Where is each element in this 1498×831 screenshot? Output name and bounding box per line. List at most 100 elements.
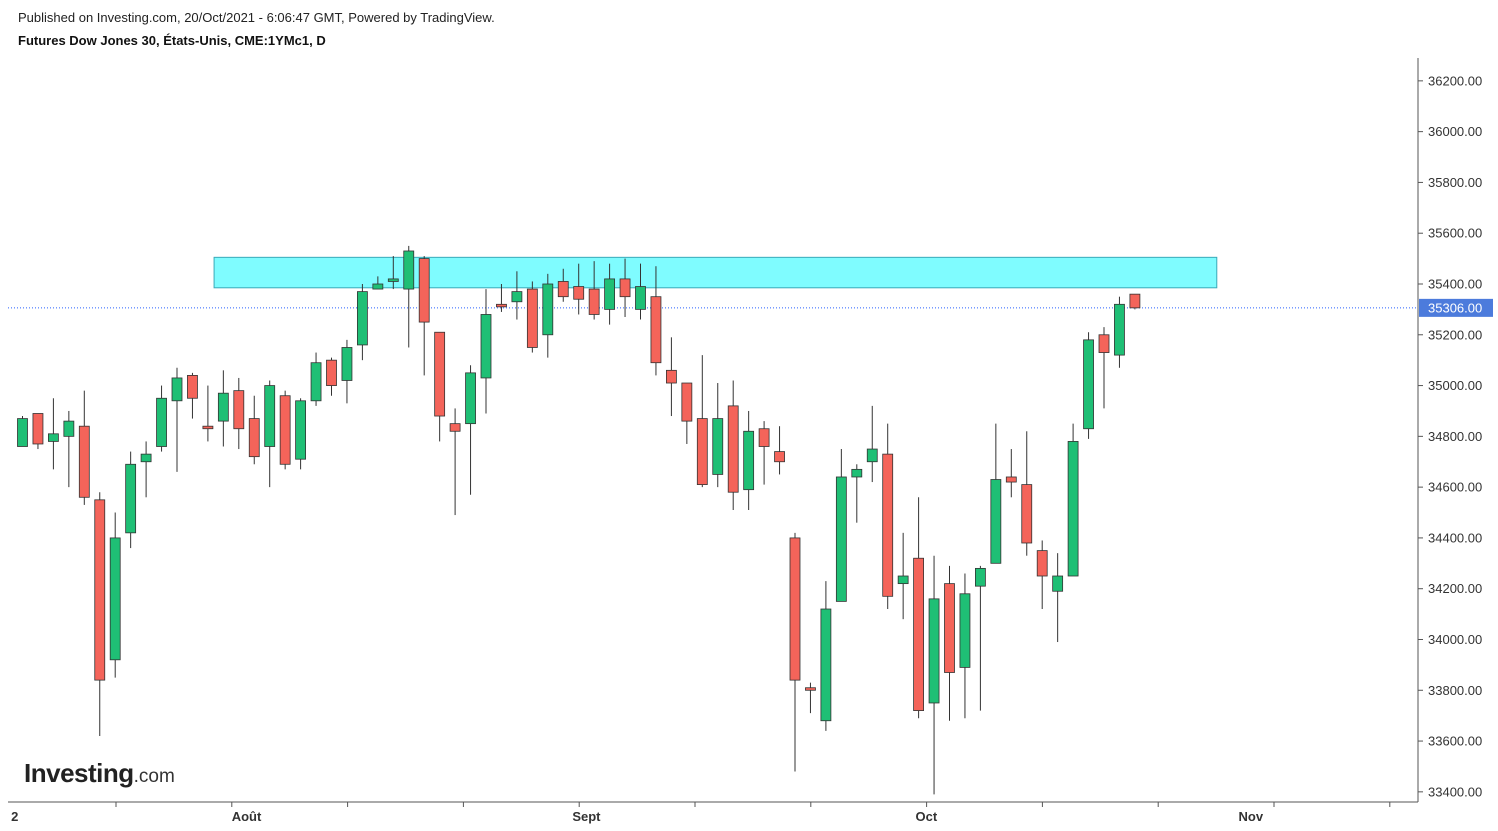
- candle-body-down: [187, 375, 198, 399]
- candle-body-down: [573, 286, 585, 300]
- candle: [573, 263, 585, 315]
- y-tick-label: 35400.00: [1428, 276, 1482, 291]
- candle-body-up: [465, 372, 476, 425]
- candle-body-down: [1129, 293, 1141, 309]
- candle-body-down: [78, 425, 90, 498]
- candle: [789, 532, 801, 772]
- current-price-label: 35306.00: [1428, 300, 1482, 315]
- current-price-tag: [1419, 298, 1493, 317]
- candle-body-up: [125, 463, 137, 534]
- candle-body-down: [1036, 550, 1048, 577]
- candle: [418, 256, 430, 376]
- x-tick-label: 2: [11, 809, 18, 824]
- candle-body-down: [1098, 334, 1110, 353]
- candle-body-down: [449, 423, 461, 432]
- candle: [1083, 332, 1094, 439]
- candle-body-up: [1052, 575, 1064, 592]
- candle-body-up: [310, 362, 322, 402]
- candle: [1052, 553, 1064, 643]
- candle: [171, 367, 183, 472]
- candle-body-down: [882, 453, 894, 597]
- candle: [774, 426, 785, 475]
- y-tick-label: 35800.00: [1428, 175, 1482, 190]
- x-tick-label: Oct: [915, 809, 937, 824]
- candle-body-down: [1021, 484, 1033, 544]
- candle-body-up: [356, 291, 368, 346]
- candle: [310, 352, 322, 406]
- candle-body-down: [913, 557, 924, 711]
- candle: [835, 449, 847, 602]
- candle-body-up: [866, 448, 878, 463]
- candle: [557, 268, 569, 302]
- candle-body-up: [109, 537, 121, 661]
- candle: [125, 451, 137, 549]
- candle-body-down: [696, 418, 708, 485]
- candle-body-down: [727, 405, 739, 493]
- candle: [187, 372, 198, 419]
- candle-body-down: [758, 428, 770, 447]
- candle-body-up: [835, 476, 847, 602]
- candle: [140, 441, 152, 498]
- candle-body-down: [94, 499, 106, 681]
- x-tick-label: Août: [232, 809, 262, 824]
- candle: [248, 395, 260, 465]
- candle: [264, 380, 276, 488]
- y-tick-label: 34400.00: [1428, 530, 1482, 545]
- candle: [341, 339, 353, 404]
- candle: [820, 581, 832, 731]
- candle: [449, 408, 461, 516]
- candle: [712, 383, 724, 488]
- candle-body-up: [635, 286, 646, 310]
- candle: [866, 405, 878, 483]
- candle-body-down: [944, 583, 955, 673]
- candle-body-up: [63, 420, 75, 437]
- candle: [156, 385, 167, 452]
- candle: [1129, 293, 1141, 310]
- candle-body-down: [418, 258, 430, 323]
- x-tick-label: Sept: [572, 809, 601, 824]
- candle-body-down: [279, 395, 291, 465]
- candle: [356, 283, 368, 361]
- candle-body-up: [171, 377, 183, 402]
- candle-body-down: [774, 451, 785, 463]
- y-tick-label: 34800.00: [1428, 429, 1482, 444]
- candle-body-down: [248, 418, 260, 458]
- chart-title: Futures Dow Jones 30, États-Unis, CME:1Y…: [18, 33, 326, 48]
- y-tick-label: 34000.00: [1428, 632, 1482, 647]
- y-tick-label: 33400.00: [1428, 784, 1482, 799]
- x-tick-label: Nov: [1238, 809, 1263, 824]
- candle-body-down: [1005, 476, 1017, 483]
- candle-body-up: [1083, 339, 1094, 430]
- candle-body-down: [496, 303, 507, 308]
- candle: [109, 512, 121, 678]
- candle: [913, 497, 924, 719]
- candle-body-up: [712, 418, 724, 475]
- candle-body-down: [233, 390, 245, 430]
- candle-body-down: [666, 369, 677, 384]
- candle: [851, 464, 863, 523]
- candle-body-up: [372, 283, 384, 290]
- candle: [882, 423, 894, 610]
- candle: [959, 573, 971, 719]
- candle-body-down: [326, 359, 337, 386]
- published-note: Published on Investing.com, 20/Oct/2021 …: [18, 10, 495, 25]
- candle-body-down: [681, 382, 693, 422]
- candle-body-up: [1067, 441, 1079, 577]
- candle-body-up: [295, 400, 307, 460]
- candle: [496, 283, 507, 312]
- candle: [63, 410, 75, 488]
- candle-body-up: [959, 593, 971, 668]
- candle-body-down: [32, 413, 44, 445]
- candle: [1021, 431, 1033, 556]
- candle-body-up: [928, 598, 940, 704]
- resistance-zone: [213, 256, 1218, 289]
- candle-body-up: [851, 468, 863, 478]
- candle-body-down: [588, 288, 600, 315]
- candle: [94, 492, 106, 736]
- candle-body-up: [387, 278, 399, 282]
- candle-body-down: [557, 281, 569, 298]
- candle: [1036, 540, 1048, 610]
- candle-body-up: [897, 575, 909, 585]
- candle: [1067, 423, 1079, 577]
